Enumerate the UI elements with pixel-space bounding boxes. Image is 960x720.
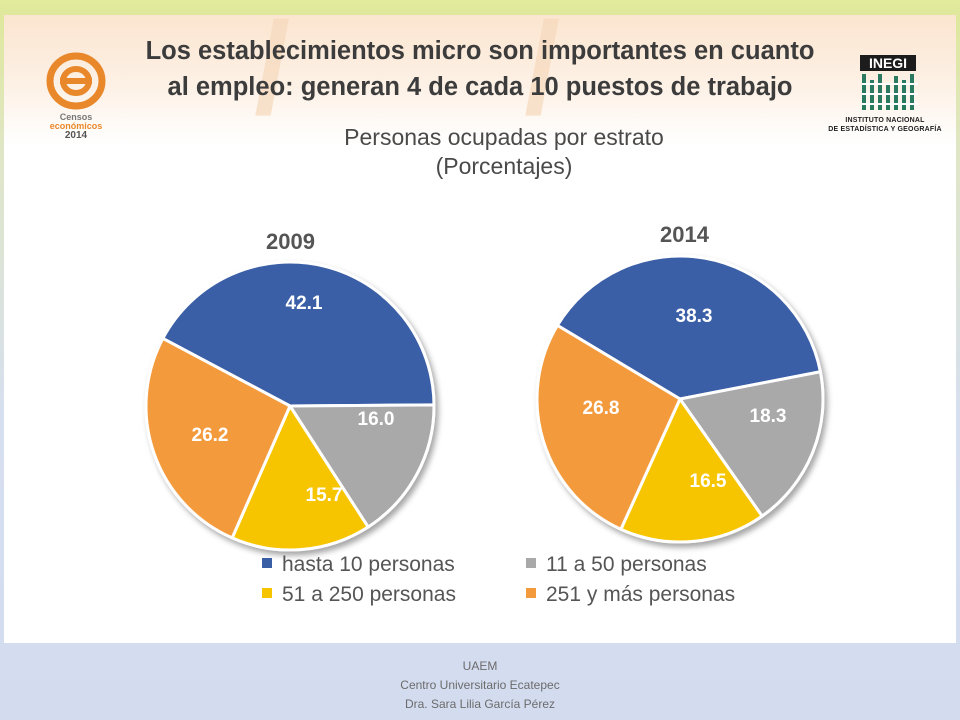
data-label-hasta-10-2009: 42.1 — [286, 293, 323, 314]
inegi-line2: DE ESTADÍSTICA Y GEOGRAFÍA — [828, 126, 942, 133]
legend-swatch — [262, 588, 272, 599]
data-label-hasta-10-2014: 38.3 — [676, 306, 713, 327]
legend-item-251-mas: 251 y más personas — [526, 583, 735, 607]
pie-2009-title: 2009 — [266, 229, 315, 254]
legend-swatch — [526, 558, 536, 569]
censos-year: 2014 — [64, 130, 88, 141]
title-line-1: Los establecimientos micro son important… — [145, 37, 815, 65]
header-band: / / — [4, 15, 956, 145]
legend-label: 11 a 50 personas — [546, 553, 707, 576]
inegi-line1: INSTITUTO NACIONAL — [845, 117, 925, 124]
watermark-shape: / — [524, 15, 561, 141]
slice-11-50-2014 — [678, 370, 825, 518]
slice-251-mas-2014 — [535, 323, 682, 531]
pie-2014-title: 2014 — [660, 222, 709, 247]
footer-line-3: Dra. Sara Lilia García Pérez — [404, 697, 556, 711]
censos-line2: económicos — [49, 121, 103, 131]
pie-charts: 42.1 16.0 15.7 26.2 38.3 18.3 16.5 26.8 — [144, 254, 825, 552]
data-label-251-mas-2014: 26.8 — [583, 398, 620, 419]
slice-251-mas-2009 — [144, 336, 292, 540]
data-label-251-mas-2009: 26.2 — [192, 425, 229, 446]
inegi-logo-icon: INEGI — [860, 55, 918, 110]
slice-51-250-2014 — [619, 397, 764, 544]
pie-2009 — [144, 260, 436, 552]
watermark-shape: / — [254, 15, 291, 141]
title-line-2: al empleo: generan 4 de cada 10 puestos … — [167, 73, 793, 101]
slide-title: Los establecimientos micro son important… — [110, 33, 850, 105]
slide: / / Censos económicos 2014 Los estableci… — [4, 15, 956, 643]
footer-line-1: UAEM — [462, 659, 498, 673]
subtitle-line-1: Personas ocupadas por estrato — [344, 124, 664, 150]
censos-line1: Censos — [59, 112, 93, 122]
chart-subtitle: Personas ocupadas por estrato (Porcentaj… — [254, 123, 754, 181]
pie-2014 — [535, 254, 825, 544]
legend-item-11-50: 11 a 50 personas — [526, 553, 707, 577]
legend-label: 251 y más personas — [546, 583, 736, 606]
legend-swatch — [526, 588, 536, 599]
legend-label: hasta 10 personas — [282, 553, 455, 576]
legend-label: 51 a 250 personas — [282, 583, 456, 606]
data-label-11-50-2009: 16.0 — [358, 409, 395, 430]
censos-logo-icon — [46, 52, 106, 110]
censos-economicos-logo: Censos económicos 2014 — [44, 51, 108, 141]
legend-swatch — [262, 558, 272, 569]
data-label-51-250-2009: 15.7 — [306, 485, 343, 506]
footer-line-2: Centro Universitario Ecatepec — [400, 678, 560, 692]
legend-item-hasta-10: hasta 10 personas — [262, 553, 455, 577]
legend-item-51-250: 51 a 250 personas — [262, 583, 456, 607]
data-label-11-50-2014: 18.3 — [750, 406, 787, 427]
slice-11-50-2009 — [288, 403, 436, 529]
inegi-logo: INEGI INSTITUTO NACIONAL DE ESTADÍSTICA … — [814, 53, 956, 137]
slice-51-250-2009 — [230, 404, 370, 552]
data-label-51-250-2014: 16.5 — [690, 471, 727, 492]
subtitle-line-2: (Porcentajes) — [435, 153, 573, 179]
inegi-logo-text: INEGI — [869, 55, 907, 71]
slice-hasta-10-2009 — [161, 260, 436, 408]
footer: UAEM Centro Universitario Ecatepec Dra. … — [0, 657, 960, 714]
